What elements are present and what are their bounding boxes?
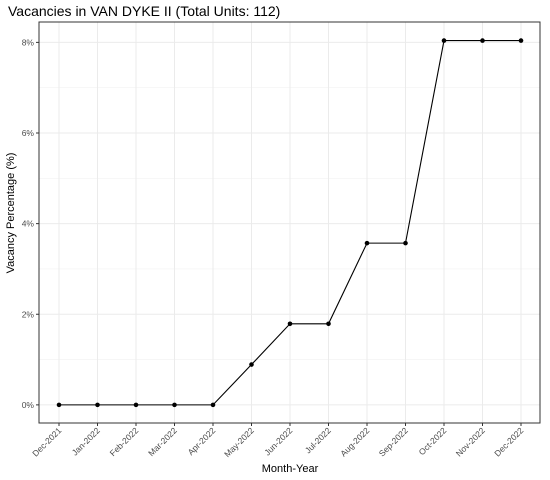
data-point [172,402,177,408]
data-point [480,38,485,43]
y-axis-title: Vacancy Percentage (%) [5,153,17,274]
y-axis-ticks: 0% 2% 4% 6% 8% [22,37,39,410]
x-tick-label: Jun-2022 [262,425,294,457]
data-point [518,38,524,43]
x-tick-label: May-2022 [222,425,256,459]
data-point [133,402,139,408]
grid [39,22,540,423]
data-point [95,402,100,408]
x-axis-title: Month-Year [262,463,319,475]
x-tick-label: Jan-2022 [70,425,102,457]
x-tick-label: Nov-2022 [454,425,487,458]
y-tick-label: 8% [22,37,35,47]
x-tick-label: Dec-2021 [30,425,63,458]
data-point [210,402,216,408]
y-tick-label: 2% [22,309,35,319]
y-tick-label: 6% [22,128,35,138]
data-point [326,321,331,327]
y-tick-label: 0% [22,400,35,410]
x-tick-label: Oct-2022 [417,425,449,457]
x-axis-ticks: Dec-2021 Jan-2022 Feb-2022 Mar-2022 Apr-2022… [30,423,526,459]
x-tick-label: Feb-2022 [108,425,141,458]
data-point [403,240,408,246]
x-tick-label: Jul-2022 [303,425,333,455]
x-tick-label: Mar-2022 [146,425,179,458]
x-tick-label: Aug-2022 [338,425,371,458]
x-tick-label: Dec-2022 [492,425,525,458]
data-points [56,38,524,408]
data-point [56,402,62,408]
data-point [287,321,293,327]
y-tick-label: 4% [22,219,35,229]
data-point [249,362,254,367]
x-tick-label: Sep-2022 [377,425,410,458]
x-tick-label: Apr-2022 [186,425,218,457]
data-point [364,240,370,246]
chart-title: Vacancies in VAN DYKE II (Total Units: 1… [8,3,280,19]
data-point [441,38,447,43]
